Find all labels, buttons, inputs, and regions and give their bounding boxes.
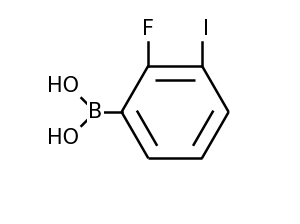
Text: B: B — [88, 102, 103, 122]
Text: I: I — [203, 19, 209, 39]
Text: HO: HO — [47, 76, 79, 96]
Text: F: F — [142, 19, 154, 39]
Text: HO: HO — [47, 128, 79, 148]
